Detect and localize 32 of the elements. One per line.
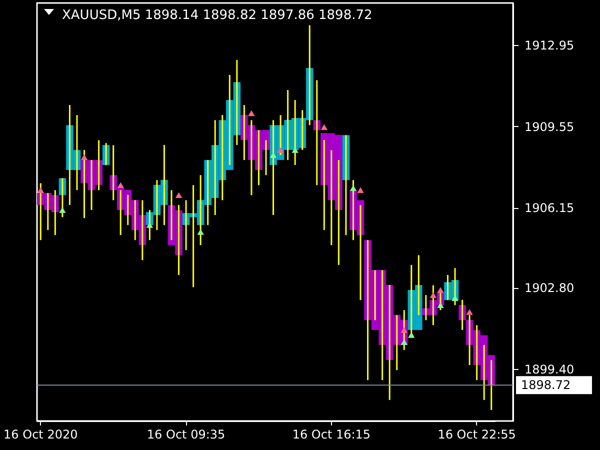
y-tick-label: 1909.55 bbox=[524, 120, 574, 134]
point bbox=[437, 302, 444, 308]
point bbox=[292, 147, 298, 153]
point bbox=[197, 229, 204, 235]
point bbox=[437, 287, 444, 293]
point bbox=[466, 309, 473, 315]
point bbox=[430, 292, 437, 298]
point bbox=[357, 187, 364, 194]
point bbox=[320, 124, 328, 130]
point bbox=[175, 192, 182, 198]
y-tick-label: 1912.95 bbox=[524, 38, 574, 53]
point bbox=[408, 332, 415, 338]
y-tick-label: 1906.15 bbox=[524, 201, 574, 216]
point bbox=[37, 187, 44, 194]
y-tick-label: 1899.40 bbox=[524, 362, 574, 376]
point bbox=[270, 152, 277, 158]
x-tick-label: 16 Oct 16:15 bbox=[292, 428, 371, 442]
x-tick-label: 16 Oct 22:55 bbox=[438, 428, 516, 442]
point bbox=[452, 295, 458, 302]
y-tick-label: 1902.80 bbox=[524, 281, 574, 296]
chart-title: XAUUSD,M5 1898.14 1898.82 1897.86 1898.72 bbox=[62, 8, 372, 23]
x-tick-label: 16 Oct 2020 bbox=[4, 428, 78, 442]
point bbox=[400, 339, 408, 346]
point bbox=[117, 182, 124, 188]
point bbox=[277, 147, 284, 153]
ref-line-label: 1898.72 bbox=[521, 378, 571, 392]
point bbox=[59, 207, 66, 213]
point bbox=[248, 110, 255, 116]
point bbox=[80, 154, 88, 160]
point bbox=[350, 185, 357, 191]
point bbox=[146, 222, 154, 228]
x-tick-label: 16 Oct 09:35 bbox=[146, 428, 226, 442]
